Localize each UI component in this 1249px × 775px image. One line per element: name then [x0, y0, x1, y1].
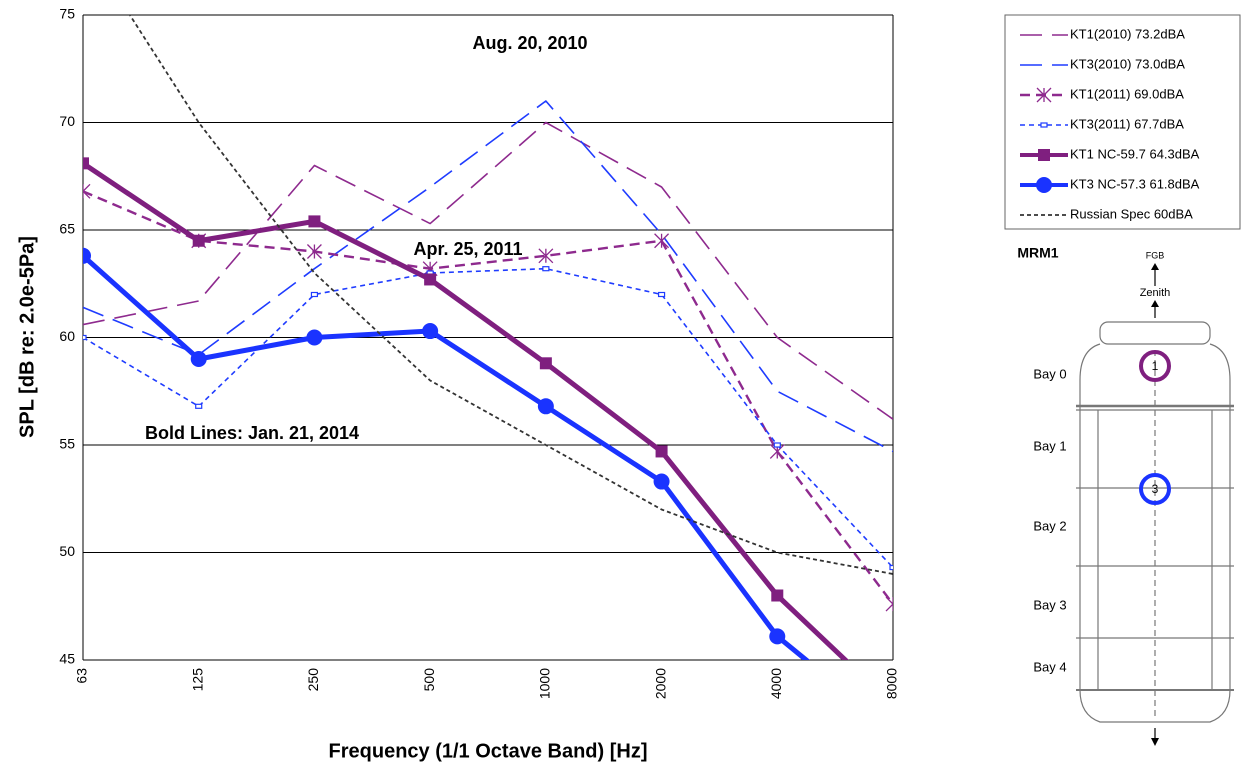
series-line: [128, 15, 893, 575]
series-line: [83, 121, 893, 420]
legend-label: KT3(2010) 73.0dBA: [1070, 56, 1185, 71]
diagram: MRM1 FGB Zenith 1 3 Bay 0 Bay 1 Bay 2 Ba…: [1017, 245, 1234, 746]
marker: [653, 473, 670, 490]
legend-label: KT1(2010) 73.2dBA: [1070, 26, 1185, 41]
plot-area: [83, 15, 901, 739]
bay-label: Bay 0: [1033, 366, 1066, 381]
x-tick-label: 250: [305, 668, 321, 692]
series-line: [83, 161, 849, 660]
marker: [538, 248, 554, 264]
marker: [769, 628, 786, 645]
legend-box: [1004, 14, 1241, 230]
x-tick-label: 4000: [768, 668, 784, 699]
marker: [654, 233, 670, 249]
marker: [1040, 122, 1048, 128]
y-tick-label: 45: [59, 651, 75, 667]
x-tick-label: 500: [421, 668, 437, 692]
marker: [1038, 149, 1050, 161]
legend-label: KT3(2011) 67.7dBA: [1070, 116, 1184, 131]
y-tick-label: 60: [59, 328, 75, 344]
marker: [308, 215, 321, 228]
marker: [773, 442, 781, 448]
y-tick-label: 75: [59, 6, 75, 22]
module-outline: [1079, 343, 1231, 723]
marker: [889, 564, 893, 571]
marker: [83, 157, 89, 170]
x-tick-label: 2000: [652, 668, 668, 699]
marker: [1036, 87, 1052, 103]
arrow-head: [1151, 300, 1159, 307]
marker: [83, 334, 87, 341]
port-label: 1: [1152, 359, 1159, 373]
marker: [887, 699, 899, 711]
series-line: [83, 267, 893, 569]
marker: [83, 183, 91, 199]
bay-label: Bay 4: [1033, 659, 1066, 674]
marker: [422, 323, 439, 340]
x-tick-label: 63: [74, 668, 90, 684]
bay-label: Bay 3: [1033, 597, 1066, 612]
marker: [885, 596, 893, 612]
series-line: [83, 190, 893, 605]
annotation: Bold Lines: Jan. 21, 2014: [145, 423, 359, 443]
arrow-head: [1151, 263, 1159, 270]
marker: [190, 351, 207, 367]
marker: [1036, 177, 1052, 193]
diagram-label: Zenith: [1140, 287, 1171, 299]
marker: [542, 266, 550, 272]
arrow-head: [1151, 738, 1159, 746]
marker: [655, 445, 668, 458]
y-axis-label: SPL [dB re: 2.0e-5Pa]: [16, 236, 38, 438]
bay-label: Bay 2: [1033, 518, 1066, 533]
x-tick-label: 8000: [884, 668, 900, 699]
x-tick-label: 125: [189, 668, 205, 692]
bay-label: Bay 1: [1033, 438, 1066, 453]
port-marker: [1139, 473, 1171, 505]
marker: [885, 723, 901, 739]
diagram-title: MRM1: [1017, 245, 1058, 261]
legend-label: KT1 NC-59.7 64.3dBA: [1070, 146, 1200, 161]
y-tick-label: 50: [59, 543, 75, 559]
series-line: [83, 253, 811, 660]
legend-label: KT3 NC-57.3 61.8dBA: [1070, 176, 1200, 191]
x-tick-label: 1000: [537, 668, 553, 699]
y-tick-label: 55: [59, 436, 75, 452]
hatch: [1099, 321, 1211, 345]
annotation: Apr. 25, 2011: [413, 239, 522, 259]
marker: [539, 357, 552, 370]
series-line: [83, 100, 893, 453]
legend-label: KT1(2011) 69.0dBA: [1070, 86, 1184, 101]
port-label: 3: [1152, 482, 1159, 496]
marker: [83, 247, 91, 264]
diagram-label: FGB: [1146, 250, 1165, 260]
marker: [192, 234, 205, 247]
port-marker: [1139, 350, 1171, 382]
annotation: Aug. 20, 2010: [472, 33, 587, 53]
y-tick-label: 65: [59, 221, 75, 237]
marker: [657, 291, 666, 298]
marker: [195, 403, 203, 409]
x-axis-label: Frequency (1/1 Octave Band) [Hz]: [329, 740, 648, 762]
y-tick-label: 70: [59, 113, 75, 129]
marker: [537, 398, 554, 415]
legend-label: Russian Spec 60dBA: [1070, 206, 1193, 221]
marker: [306, 329, 323, 346]
marker: [306, 244, 322, 259]
marker: [424, 273, 437, 286]
marker: [310, 291, 319, 298]
marker: [771, 589, 784, 602]
